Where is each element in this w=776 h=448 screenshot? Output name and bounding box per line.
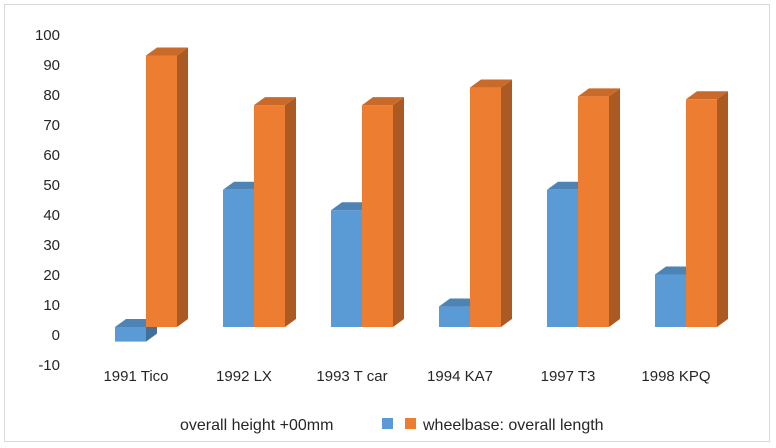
- bars: [115, 47, 728, 342]
- legend-swatch: [382, 418, 393, 429]
- y-axis-ticks: -10 0 10 20 30 40 50 60 70 80 90 100: [35, 27, 60, 374]
- y-tick-label: 100: [35, 27, 60, 44]
- x-axis-categories: 1991 Tico 1992 LX 1993 T car 1994 KA7 1997 T…: [103, 368, 710, 385]
- y-tick-label: -10: [38, 357, 60, 374]
- bar-wheelbase: [470, 79, 512, 327]
- y-tick-label: 90: [43, 57, 60, 74]
- legend-label: overall height +00mm: [180, 417, 333, 434]
- y-tick-label: 0: [52, 327, 60, 344]
- x-category-label: 1991 Tico: [103, 368, 168, 385]
- y-tick-label: 40: [43, 207, 60, 224]
- legend-label: wheelbase: overall length: [422, 417, 604, 434]
- legend-swatch: [405, 418, 416, 429]
- x-category-label: 1994 KA7: [427, 368, 493, 385]
- legend: overall height +00mm wheelbase: overall l…: [180, 417, 604, 434]
- bar-wheelbase: [362, 97, 404, 327]
- bar-wheelbase: [578, 88, 620, 327]
- x-category-label: 1993 T car: [316, 368, 387, 385]
- x-category-label: 1992 LX: [216, 368, 272, 385]
- y-tick-label: 30: [43, 237, 60, 254]
- bar-wheelbase: [254, 97, 296, 327]
- y-tick-label: 10: [43, 297, 60, 314]
- y-tick-label: 70: [43, 117, 60, 134]
- y-tick-label: 80: [43, 87, 60, 104]
- y-tick-label: 20: [43, 267, 60, 284]
- y-tick-label: 60: [43, 147, 60, 164]
- bar-wheelbase: [686, 91, 728, 328]
- x-category-label: 1997 T3: [541, 368, 596, 385]
- x-category-label: 1998 KPQ: [641, 368, 710, 385]
- bar-wheelbase: [146, 47, 188, 327]
- y-tick-label: 50: [43, 177, 60, 194]
